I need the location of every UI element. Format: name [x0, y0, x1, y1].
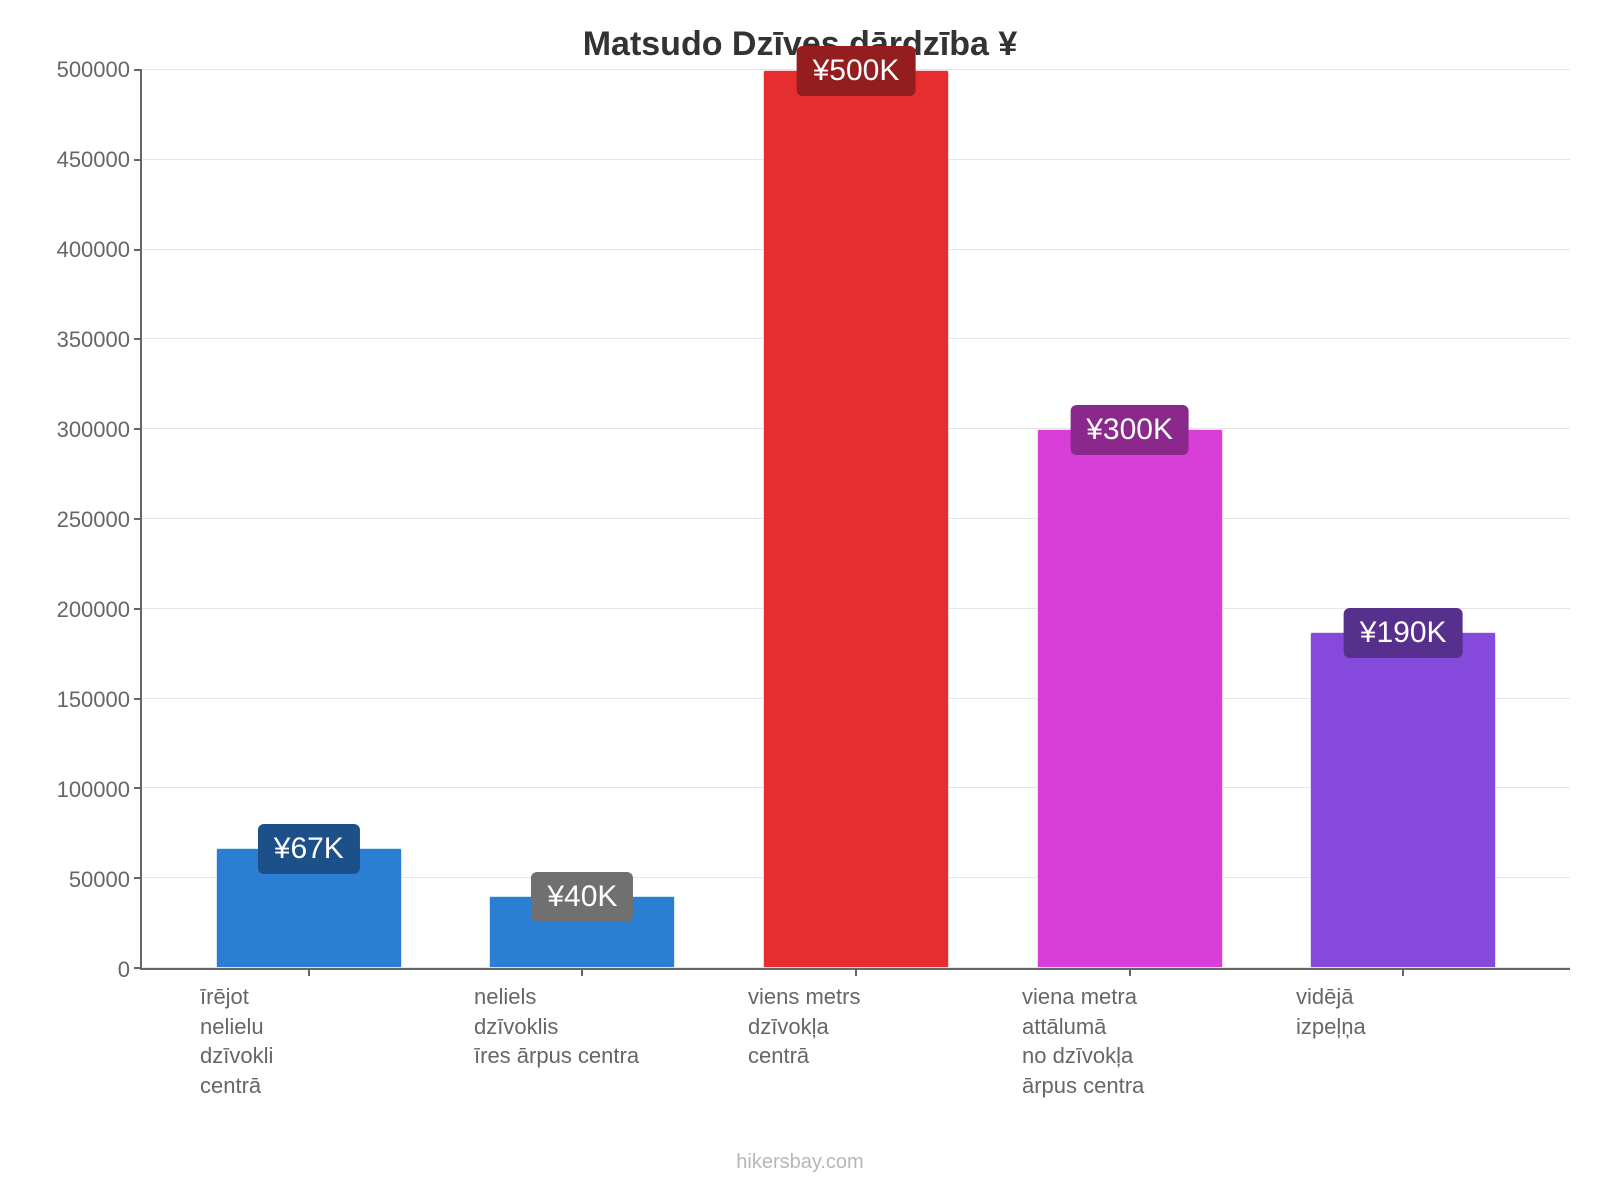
y-tick-mark — [134, 877, 142, 879]
y-tick-mark — [134, 787, 142, 789]
bar-slot: ¥300K — [993, 70, 1267, 968]
y-tick-label: 300000 — [57, 417, 130, 443]
bar: ¥300K — [1037, 429, 1223, 968]
y-tick-label: 250000 — [57, 507, 130, 533]
y-tick-mark — [134, 249, 142, 251]
y-tick-label: 200000 — [57, 597, 130, 623]
y-tick-label: 150000 — [57, 687, 130, 713]
value-badge: ¥300K — [1070, 405, 1189, 455]
value-badge: ¥190K — [1344, 608, 1463, 658]
y-tick-label: 350000 — [57, 327, 130, 353]
x-tick-mark — [1402, 968, 1404, 976]
value-badge: ¥500K — [797, 46, 916, 96]
plot-area: ¥67K ¥40K ¥500K ¥300K ¥190K — [140, 70, 1570, 970]
y-tick-mark — [134, 428, 142, 430]
plot-outer: 0500001000001500002000002500003000003500… — [30, 70, 1570, 970]
y-tick-label: 450000 — [57, 147, 130, 173]
value-badge: ¥67K — [258, 824, 360, 874]
y-tick-label: 400000 — [57, 237, 130, 263]
y-tick-mark — [134, 338, 142, 340]
y-tick-mark — [134, 69, 142, 71]
x-axis-label: nelielsdzīvoklisīres ārpus centra — [444, 982, 639, 1101]
bars-container: ¥67K ¥40K ¥500K ¥300K ¥190K — [142, 70, 1570, 968]
attribution-text: hikersbay.com — [30, 1151, 1570, 1174]
y-axis: 0500001000001500002000002500003000003500… — [30, 70, 140, 970]
x-label-slot: īrējotnelieludzīvoklicentrā — [170, 982, 444, 1101]
y-tick-label: 50000 — [69, 867, 130, 893]
x-axis-label: viens metrs dzīvokļacentrā — [718, 982, 938, 1101]
x-label-slot: nelielsdzīvoklisīres ārpus centra — [444, 982, 718, 1101]
x-label-slot: vidējāizpeļņa — [1266, 982, 1540, 1101]
x-axis-label: īrējotnelieludzīvoklicentrā — [170, 982, 273, 1101]
bar: ¥67K — [216, 848, 402, 968]
bar: ¥190K — [1310, 632, 1496, 968]
y-tick-label: 500000 — [57, 57, 130, 83]
bar-slot: ¥67K — [172, 70, 446, 968]
x-axis-labels: īrējotnelieludzīvoklicentrā nelielsdzīvok… — [140, 970, 1570, 1101]
x-tick-mark — [1129, 968, 1131, 976]
y-tick-mark — [134, 608, 142, 610]
x-axis-label: vidējāizpeļņa — [1266, 982, 1366, 1101]
y-tick-mark — [134, 159, 142, 161]
bar-slot: ¥40K — [446, 70, 720, 968]
bar: ¥500K — [763, 70, 949, 968]
x-label-slot: viena metra attālumāno dzīvokļaārpus cen… — [992, 982, 1266, 1101]
bar: ¥40K — [489, 896, 675, 968]
x-tick-mark — [855, 968, 857, 976]
x-axis-label: viena metra attālumāno dzīvokļaārpus cen… — [992, 982, 1212, 1101]
value-badge: ¥40K — [531, 872, 633, 922]
x-tick-mark — [581, 968, 583, 976]
bar-slot: ¥190K — [1266, 70, 1540, 968]
y-tick-label: 100000 — [57, 777, 130, 803]
bar-slot: ¥500K — [719, 70, 993, 968]
x-tick-mark — [308, 968, 310, 976]
y-tick-mark — [134, 967, 142, 969]
x-label-slot: viens metrs dzīvokļacentrā — [718, 982, 992, 1101]
y-tick-label: 0 — [118, 957, 130, 983]
y-tick-mark — [134, 518, 142, 520]
cost-of-living-chart: Matsudo Dzīves dārdzība ¥ 05000010000015… — [30, 25, 1570, 1175]
y-tick-mark — [134, 698, 142, 700]
